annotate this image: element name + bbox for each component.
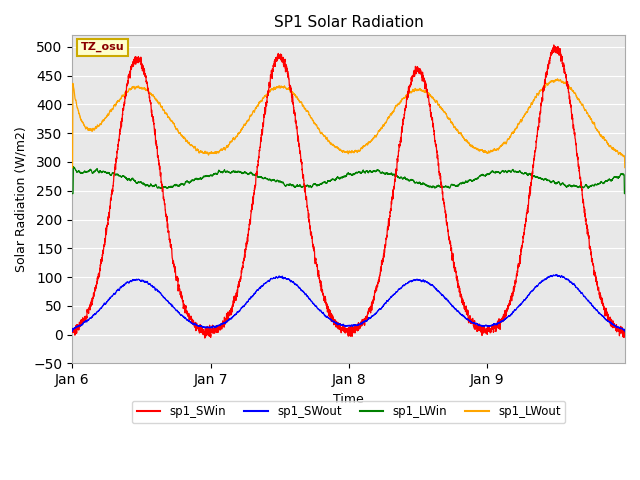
Legend: sp1_SWin, sp1_SWout, sp1_LWin, sp1_LWout: sp1_SWin, sp1_SWout, sp1_LWin, sp1_LWout: [132, 401, 565, 423]
X-axis label: Time: Time: [333, 393, 364, 406]
Text: TZ_osu: TZ_osu: [81, 42, 124, 52]
Y-axis label: Solar Radiation (W/m2): Solar Radiation (W/m2): [15, 127, 28, 272]
Title: SP1 Solar Radiation: SP1 Solar Radiation: [274, 15, 424, 30]
